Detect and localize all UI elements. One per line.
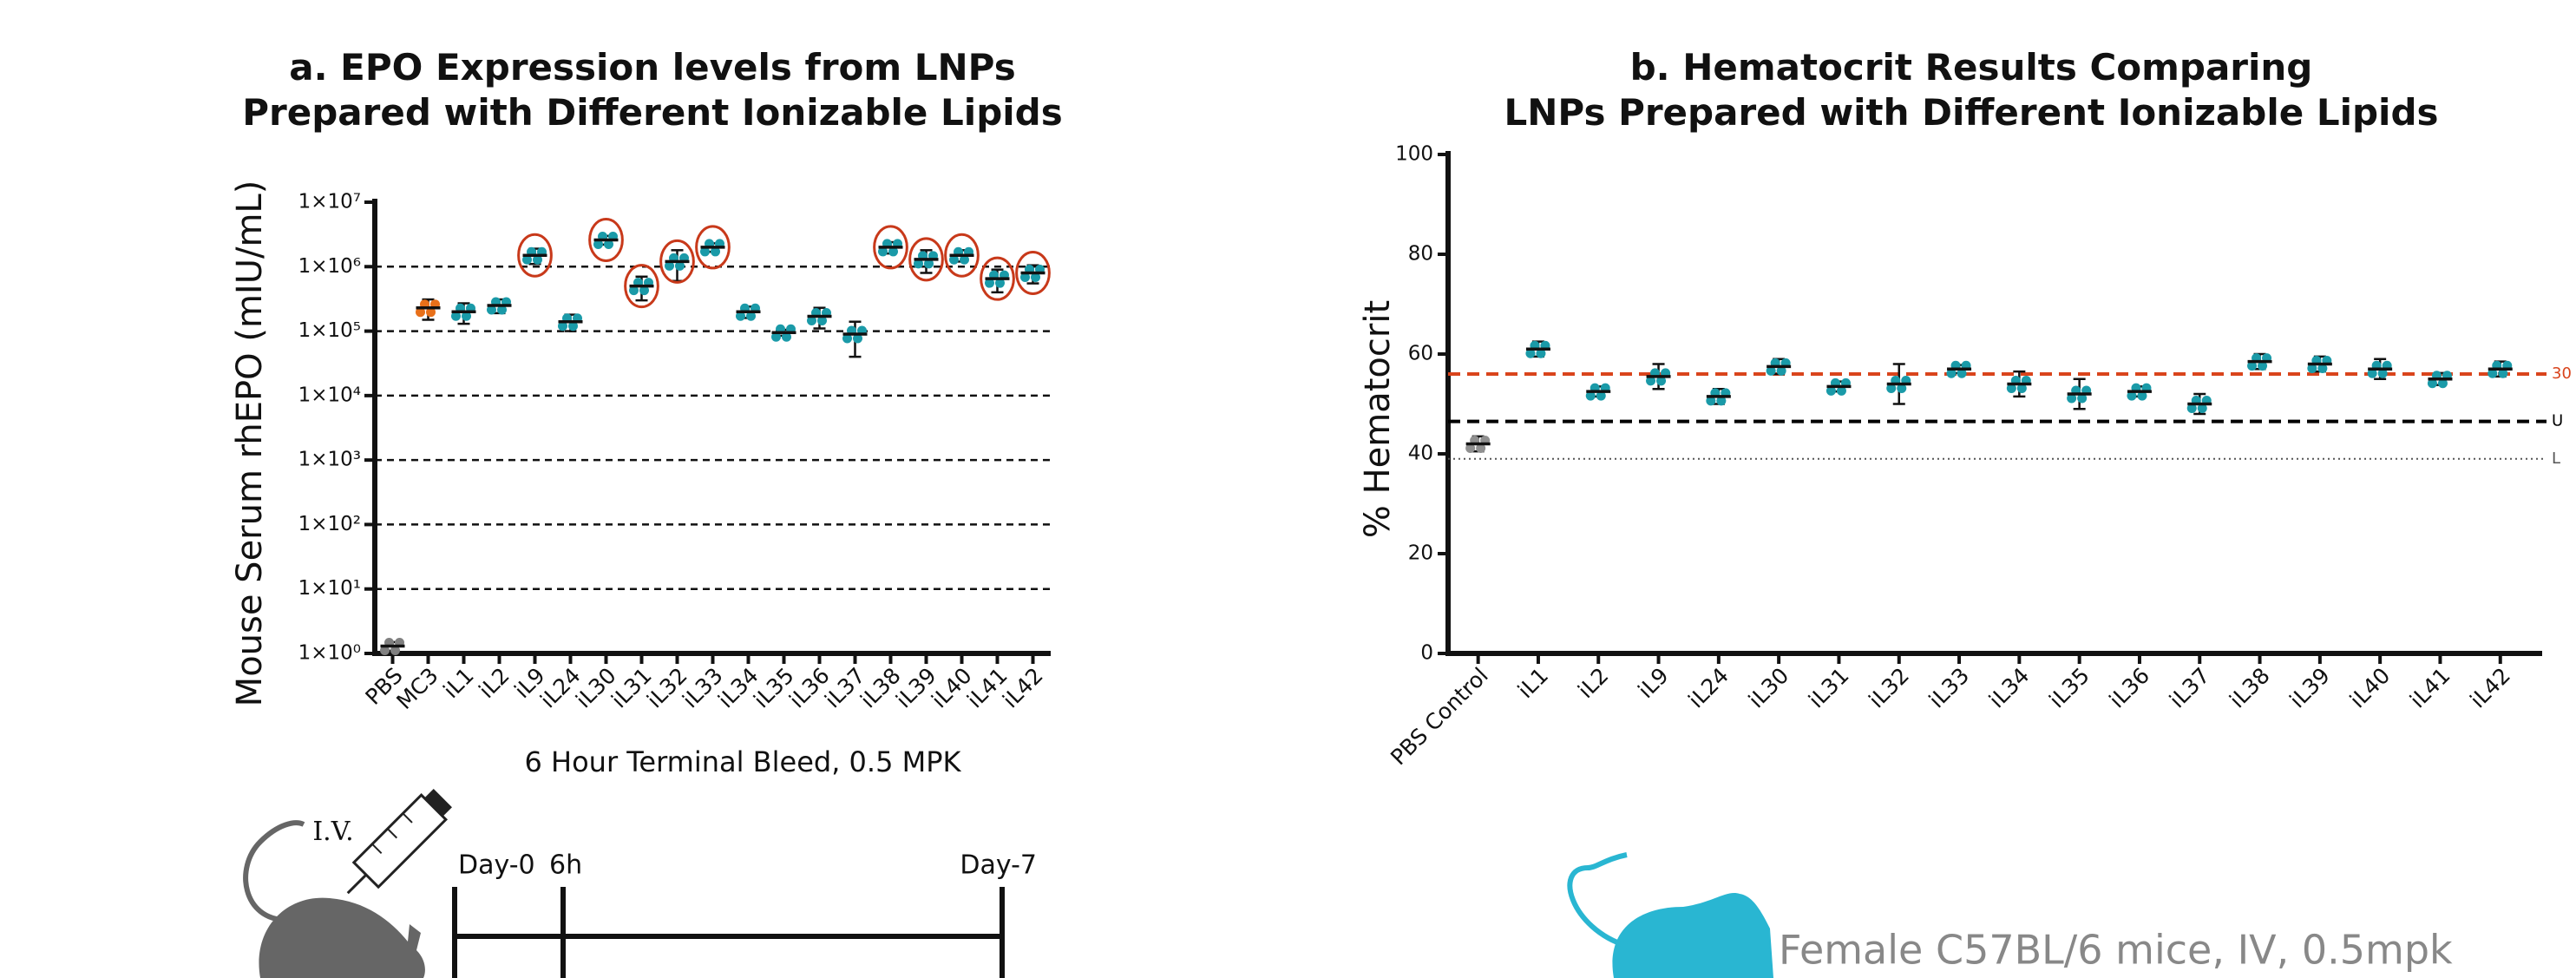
x-tick-label: iL39 [2284, 663, 2335, 713]
reference-label: L [2552, 450, 2560, 468]
y-tick-label: 1×10⁷ [298, 191, 361, 213]
x-tick-label: iL1 [1513, 663, 1554, 704]
title-line: b. Hematocrit Results Comparing [1630, 46, 2313, 89]
x-tick-label: iL40 [2345, 663, 2396, 713]
y-tick-label: 0 [1420, 642, 1433, 665]
x-tick-label: iL36 [2104, 663, 2154, 713]
y-tick-label: 40 [1408, 443, 1433, 465]
mouse-icon [1612, 893, 1773, 978]
mouse-tail [1570, 855, 1627, 946]
x-tick-label: PBS Control [1386, 663, 1493, 771]
reference-label: U [2552, 412, 2563, 430]
mouse-icon [259, 898, 424, 978]
y-axis-label: Mouse Serum rhEPO (mIU/mL) [230, 181, 270, 707]
x-tick-label: iL9 [1633, 663, 1674, 704]
x-tick-label: iL2 [1573, 663, 1614, 704]
timepoint-label: Day-0 [458, 850, 535, 881]
y-tick-label: 60 [1408, 343, 1433, 365]
chart-title: b. Hematocrit Results ComparingLNPs Prep… [1504, 46, 2438, 134]
timepoint-label: Day-7 [960, 850, 1037, 881]
y-tick-label: 1×10¹ [298, 577, 361, 600]
y-tick-label: 1×10³ [298, 449, 361, 471]
y-axis-label: % Hematocrit [1358, 300, 1398, 538]
x-tick-label: iL34 [1984, 663, 2035, 713]
x-tick-label: iL32 [1864, 663, 1914, 713]
x-tick-label: iL24 [1683, 663, 1734, 713]
title-line: Prepared with Different Ionizable Lipids [242, 91, 1062, 134]
figure: I.V. Day-0 6h Day-7 Female C57BL/6 mice,… [0, 0, 2576, 978]
caption-group: Female C57BL/6 mice, IV, 0.5mpk [1570, 855, 2453, 978]
reference-label: 30 [2552, 364, 2572, 383]
x-tick-label: iL38 [2225, 663, 2275, 713]
timepoint-label: 6h [549, 850, 582, 881]
y-tick-label: 20 [1408, 542, 1433, 565]
route-label: I.V. [312, 817, 353, 847]
x-tick-label: iL33 [1924, 663, 1974, 713]
title-line: LNPs Prepared with Different Ionizable L… [1504, 91, 2438, 134]
x-axis-label: 6 Hour Terminal Bleed, 0.5 MPK [524, 745, 961, 778]
x-tick-label: iL30 [1744, 663, 1794, 713]
x-tick-label: iL41 [2405, 663, 2455, 713]
page: I.V. Day-0 6h Day-7 Female C57BL/6 mice,… [0, 0, 2576, 978]
x-tick-label: iL31 [1804, 663, 1854, 713]
caption: Female C57BL/6 mice, IV, 0.5mpk [1779, 927, 2453, 974]
y-tick-label: 1×10⁴ [298, 384, 361, 406]
y-tick-label: 1×10⁶ [298, 255, 361, 278]
x-tick-label: iL42 [998, 663, 1048, 713]
y-tick-label: 80 [1408, 243, 1433, 266]
x-tick-label: MC3 [391, 663, 442, 714]
x-tick-label: iL2 [474, 663, 515, 704]
x-tick-label: iL1 [438, 663, 479, 704]
y-tick-label: 1×10⁵ [298, 319, 361, 342]
title-line: a. EPO Expression levels from LNPs [289, 46, 1015, 89]
x-tick-label: iL42 [2465, 663, 2515, 713]
x-tick-label: iL35 [2044, 663, 2094, 713]
y-tick-label: 1×10⁰ [298, 642, 361, 665]
y-tick-label: 100 [1395, 143, 1433, 166]
schematic: I.V. Day-0 6h Day-7 [246, 786, 1037, 978]
x-tick-label: iL37 [2165, 663, 2215, 713]
y-tick-label: 1×10² [298, 513, 361, 535]
